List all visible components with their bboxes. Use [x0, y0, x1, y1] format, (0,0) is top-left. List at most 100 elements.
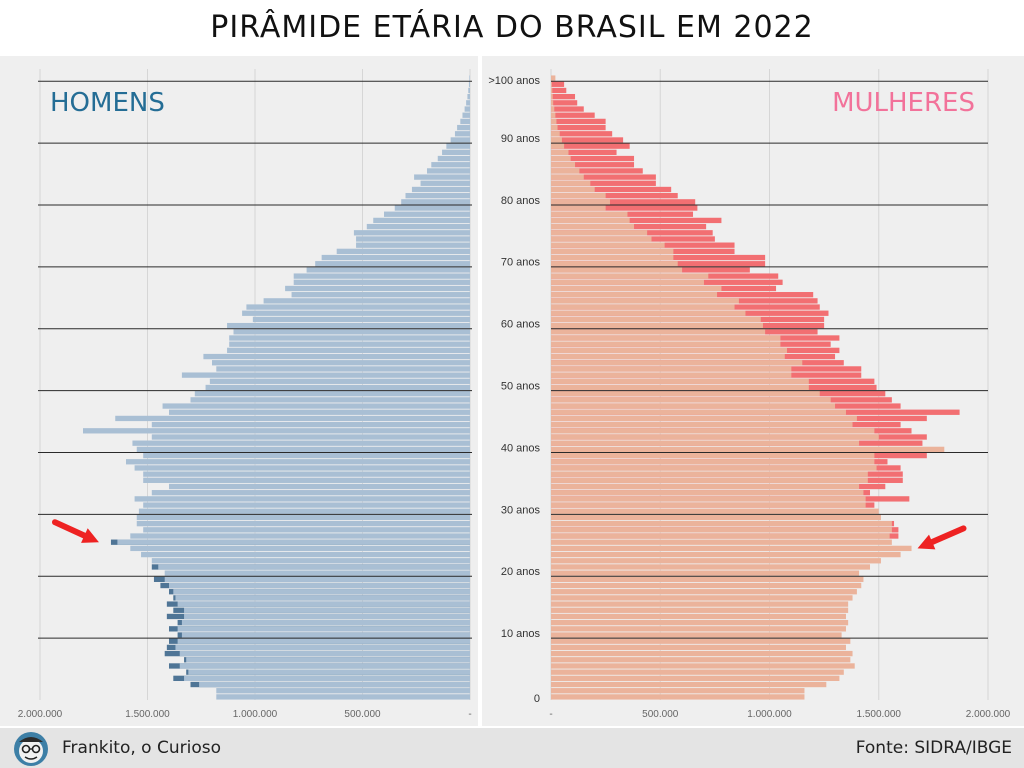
men-bar-age-14: [184, 607, 471, 613]
men-x-tick-label-4: -: [468, 709, 471, 720]
men-bar-age-30: [138, 508, 470, 514]
men-bar-age-46: [169, 409, 470, 415]
men-bar-age-79: [394, 205, 470, 211]
men-bar-age-80: [401, 199, 470, 205]
men-bar-age-93: [460, 118, 470, 125]
women-bar-age-93: [551, 118, 557, 125]
women-bar-age-10: [551, 632, 842, 638]
age-label-70: 70 anos: [501, 257, 541, 269]
men-bar-age-21: [158, 564, 470, 570]
men-x-tick-label-0: 2.000.000: [18, 709, 63, 720]
women-bar-age-62: [551, 310, 746, 316]
men-bar-age-28: [136, 520, 470, 527]
population-pyramid-chart: 2.000.000 1.500.000 1.000.000 500.000 - - 500.…: [18, 69, 1011, 720]
page-title: PIRÂMIDE ETÁRIA DO BRASIL EM 2022: [210, 10, 814, 45]
men-bar-age-69: [306, 267, 470, 273]
women-bar-age-94: [551, 112, 556, 118]
men-bar-age-1: [216, 688, 470, 694]
women-bar-age-58: [551, 335, 781, 341]
men-bar-age-85: [427, 168, 470, 174]
men-bar-age-100: [469, 75, 470, 81]
men-bar-age-63: [246, 304, 470, 310]
men-bar-age-55: [203, 353, 470, 360]
women-bar-dark-age-81: [551, 193, 678, 199]
men-bar-age-72: [336, 248, 470, 255]
men-bar-age-87: [437, 155, 470, 162]
men-x-tick-label-2: 1.000.000: [233, 709, 278, 720]
women-bar-dark-age-79: [551, 205, 698, 211]
women-bar-age-81: [551, 193, 606, 199]
women-bar-age-61: [551, 316, 761, 323]
women-bar-age-91: [551, 131, 560, 137]
women-bar-age-33: [551, 490, 864, 496]
women-bar-age-78: [551, 211, 628, 217]
women-bar-age-84: [551, 174, 584, 180]
men-bar-age-32: [134, 496, 470, 502]
women-bar-age-0: [551, 694, 805, 700]
women-bar-age-63: [551, 304, 735, 310]
women-bar-age-52: [551, 372, 792, 378]
men-bar-age-10: [181, 632, 470, 638]
men-bar-age-77: [373, 217, 470, 224]
label-layer: 2.000.000 1.500.000 1.000.000 500.000 - - 500.…: [18, 75, 1011, 720]
men-series-label: HOMENS: [50, 88, 165, 118]
age-label-10: 10 anos: [501, 628, 541, 640]
women-bar-age-55: [551, 353, 785, 360]
women-bar-dark-age-89: [551, 143, 630, 149]
age-label-30: 30 anos: [501, 504, 541, 516]
women-bar-age-74: [551, 236, 652, 242]
men-bar-age-73: [356, 242, 470, 248]
men-bar-age-47: [162, 403, 471, 409]
men-bar-age-42: [151, 434, 471, 440]
women-bar-age-30: [551, 508, 879, 514]
age-label-60: 60 anos: [501, 319, 541, 331]
men-bar-age-62: [242, 310, 470, 316]
men-bar-age-31: [143, 502, 470, 508]
men-bar-age-67: [293, 279, 470, 285]
men-bar-age-89: [446, 143, 470, 149]
women-bar-age-21: [551, 564, 871, 570]
women-bar-age-32: [551, 496, 866, 502]
women-bar-dark-age-94: [551, 112, 595, 118]
women-series-label: MULHERES: [832, 88, 975, 118]
men-bar-age-2: [199, 681, 470, 688]
women-bar-dark-age-91: [551, 131, 613, 137]
women-bar-dark-age-90: [551, 137, 624, 143]
women-bar-age-97: [551, 93, 553, 100]
women-bar-dark-age-83: [551, 180, 656, 186]
women-bar-age-88: [551, 149, 569, 156]
men-bar-age-0: [216, 694, 470, 700]
women-bar-age-24: [551, 545, 912, 552]
women-bar-age-95: [551, 106, 555, 112]
arrow-layer: [51, 519, 967, 550]
women-bar-dark-age-96: [551, 100, 578, 106]
men-bar-age-43: [83, 428, 470, 434]
men-bar-age-19: [164, 576, 470, 582]
women-bar-dark-age-77: [551, 217, 722, 224]
men-bar-age-7: [179, 650, 470, 657]
men-bar-age-37: [134, 465, 470, 471]
women-bar-age-68: [551, 273, 709, 279]
men-bar-age-45: [115, 415, 470, 422]
men-bar-age-97: [467, 93, 470, 100]
women-x-tick-label-3: 1.500.000: [857, 709, 902, 720]
men-bar-age-78: [384, 211, 470, 217]
women-bar-dark-age-88: [551, 149, 617, 156]
women-bar-age-18: [551, 582, 862, 589]
women-x-tick-label-1: 500.000: [642, 709, 679, 720]
women-bar-age-75: [551, 230, 648, 236]
women-bar-age-36: [551, 471, 868, 477]
women-bar-age-77: [551, 217, 630, 224]
women-bar-age-8: [551, 644, 846, 651]
men-bar-age-90: [450, 137, 470, 143]
men-bar-age-36: [143, 471, 470, 477]
women-bar-age-45: [551, 415, 857, 422]
women-bar-age-56: [551, 347, 787, 354]
men-bar-age-70: [315, 261, 470, 267]
women-bar-age-19: [551, 576, 864, 582]
women-bar-age-16: [551, 595, 853, 601]
men-bar-age-96: [466, 100, 470, 106]
women-bar-age-67: [551, 279, 704, 285]
women-bar-age-26: [551, 533, 890, 539]
men-bar-age-3: [184, 675, 471, 682]
